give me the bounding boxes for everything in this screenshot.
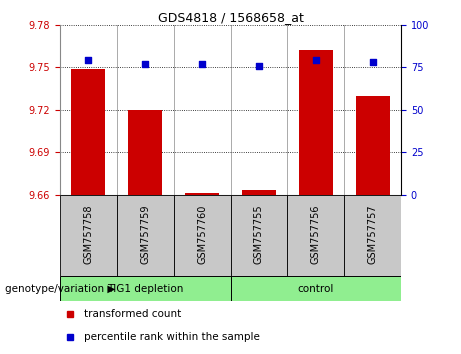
Point xyxy=(255,63,263,68)
Point xyxy=(85,58,92,63)
Point xyxy=(142,61,149,67)
Text: genotype/variation ▶: genotype/variation ▶ xyxy=(5,284,115,293)
Point xyxy=(198,61,206,67)
Text: GSM757757: GSM757757 xyxy=(367,205,378,264)
Bar xyxy=(60,195,117,276)
Point xyxy=(312,58,319,63)
Title: GDS4818 / 1568658_at: GDS4818 / 1568658_at xyxy=(158,11,303,24)
Bar xyxy=(185,193,219,195)
Bar xyxy=(230,276,401,301)
Text: GSM757755: GSM757755 xyxy=(254,205,264,264)
Text: GSM757759: GSM757759 xyxy=(140,205,150,264)
Bar xyxy=(355,96,390,195)
Bar xyxy=(71,69,106,195)
Text: GSM757758: GSM757758 xyxy=(83,205,94,264)
Text: GSM757760: GSM757760 xyxy=(197,205,207,264)
Bar xyxy=(242,190,276,195)
Bar xyxy=(287,195,344,276)
Text: percentile rank within the sample: percentile rank within the sample xyxy=(84,332,260,342)
Text: TIG1 depletion: TIG1 depletion xyxy=(107,284,183,293)
Bar xyxy=(230,195,287,276)
Text: control: control xyxy=(298,284,334,293)
Point xyxy=(369,59,376,65)
Bar xyxy=(128,110,162,195)
Bar xyxy=(117,195,174,276)
Text: GSM757756: GSM757756 xyxy=(311,205,321,264)
Bar xyxy=(174,195,230,276)
Bar xyxy=(60,276,230,301)
Bar xyxy=(344,195,401,276)
Text: transformed count: transformed count xyxy=(84,309,181,319)
Bar xyxy=(299,50,333,195)
